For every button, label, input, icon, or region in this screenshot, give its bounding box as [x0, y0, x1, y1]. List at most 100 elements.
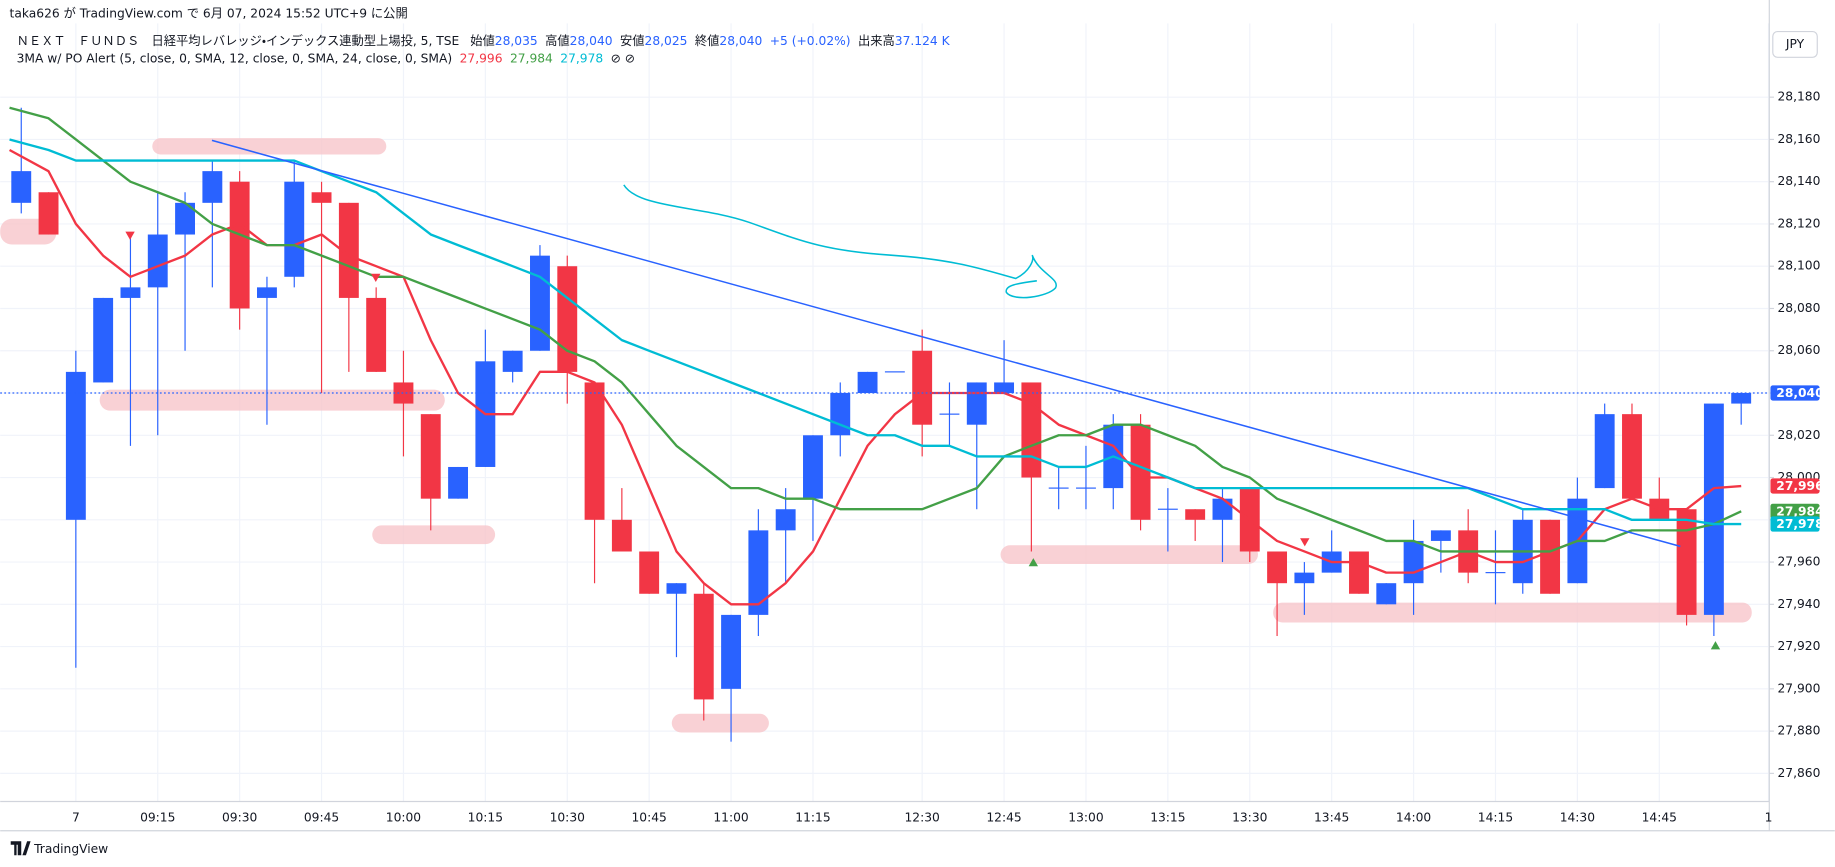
candle-body [639, 551, 660, 594]
sell-signal [125, 231, 135, 240]
x-tick-label: 7 [72, 810, 80, 824]
sell-signal [371, 273, 381, 282]
candle-body [1676, 509, 1697, 615]
ohlc-label: 安値 [620, 32, 645, 47]
candle-body [202, 171, 223, 203]
candle-body [175, 202, 195, 235]
candle-body [611, 519, 632, 552]
sell-signal [1300, 538, 1310, 547]
x-tick-label: 14:00 [1396, 810, 1431, 824]
x-tick-label: 10:30 [550, 810, 585, 824]
candle-body [311, 192, 332, 203]
symbol-line: ＮＥＸＴ ＦＵＮＤＳ 日経平均レバレッジ・インデックス連動型上場投, 5, TS… [17, 32, 951, 47]
logo-icon [10, 841, 31, 856]
candle-body [557, 266, 578, 372]
candle-body [1485, 572, 1506, 574]
candle-body [1594, 414, 1615, 489]
candle-body [11, 171, 32, 203]
candle-body [1185, 509, 1206, 520]
currency[interactable]: JPY [1785, 37, 1805, 51]
x-tick-label: 14:15 [1478, 810, 1513, 824]
indicator-value: 27,984 [510, 51, 553, 65]
indicator-value: 27,996 [460, 51, 503, 65]
candle-body [93, 297, 114, 383]
ohlc-label: 始値 [470, 32, 495, 47]
candle-body [748, 530, 769, 615]
candle-body [721, 614, 742, 689]
candle-body [1731, 393, 1752, 404]
currency-button[interactable]: JPY [1772, 31, 1818, 58]
candle-body [1403, 540, 1424, 584]
x-tick-label: 10:00 [386, 810, 421, 824]
price-marker [1770, 478, 1820, 494]
indicator-line: 3MA w/ PO Alert (5, close, 0, SMA, 12, c… [17, 51, 636, 65]
ohlc-value: 28,035 [495, 33, 538, 47]
y-tick-label: 28,080 [1777, 301, 1820, 315]
candle-body [966, 382, 987, 425]
highlights [0, 138, 1752, 733]
indicator-icons[interactable]: ⊘ ⊘ [611, 51, 635, 65]
x-tick-label: 12:30 [904, 810, 939, 824]
x-tick-label: 10:45 [631, 810, 666, 824]
candle-body [994, 382, 1015, 394]
y-tick-label: 27,940 [1777, 597, 1820, 611]
candle-body [1076, 487, 1096, 489]
price-marker [1770, 385, 1820, 401]
candle-body [939, 413, 960, 415]
x-tick-label: 10:15 [468, 810, 503, 824]
candle-body [1622, 414, 1642, 499]
moving-averages [0, 106, 1770, 606]
candle-body [912, 350, 933, 425]
candle-body [120, 287, 141, 298]
y-tick-label: 27,920 [1777, 639, 1820, 653]
publish-info: taka626 が TradingView.com で 6月 07, 2024 … [10, 6, 408, 21]
ohlc-label: 終値 [695, 32, 720, 47]
x-tick-label: 09:30 [222, 810, 257, 824]
candle-body [38, 192, 59, 235]
ohlc-label: 高値 [545, 32, 570, 47]
price-marker-label: 27,978 [1776, 517, 1823, 531]
brand: TradingView [33, 842, 108, 856]
candle-body [502, 350, 523, 372]
candle-body [1540, 519, 1561, 594]
highlight [671, 713, 769, 733]
highlight [1000, 545, 1258, 564]
buy-signal [1710, 641, 1721, 650]
axes: 27,860 27,880 27,900 27,920 27,940 27,960 27,9… [72, 90, 1824, 825]
candle-body [420, 414, 441, 499]
x-tick-label: 13:15 [1150, 810, 1185, 824]
signals [125, 231, 1721, 650]
buy-signal [1028, 558, 1039, 567]
indicator: 3MA w/ PO Alert (5, close, 0, SMA, 12, c… [17, 51, 453, 65]
y-tick-label: 27,880 [1777, 724, 1820, 738]
candle-body [775, 509, 796, 531]
y-tick-label: 28,020 [1777, 428, 1820, 442]
candle-body [584, 382, 605, 520]
x-tick-label: 09:15 [140, 810, 175, 824]
y-tick-label: 28,180 [1777, 90, 1820, 104]
price-marker-label: 27,984 [1776, 504, 1823, 518]
candle-body [338, 202, 359, 298]
y-tick-label: 27,900 [1777, 681, 1820, 695]
candle-body [1294, 572, 1315, 584]
candle-body [65, 371, 86, 520]
ma-line [9, 138, 1742, 526]
price-marker [1770, 516, 1820, 532]
freehand-drawing [623, 184, 1057, 299]
x-tick-label: 13:45 [1314, 810, 1349, 824]
candle-body [803, 435, 823, 499]
candle-body [1267, 551, 1288, 584]
x-tick-label: 09:45 [304, 810, 339, 824]
ohlc-value: 28,040 [570, 33, 613, 47]
volume: 37.124 K [895, 33, 951, 47]
candle-body [1021, 382, 1042, 478]
ma-line [8, 148, 1742, 606]
highlight [1273, 602, 1752, 623]
candle-body [1376, 583, 1397, 605]
candle-body [666, 583, 687, 594]
button-frame [1772, 31, 1818, 58]
indicator-value: 27,978 [560, 51, 603, 65]
x-tick-label: 1 [1765, 810, 1773, 824]
highlight [99, 389, 445, 411]
